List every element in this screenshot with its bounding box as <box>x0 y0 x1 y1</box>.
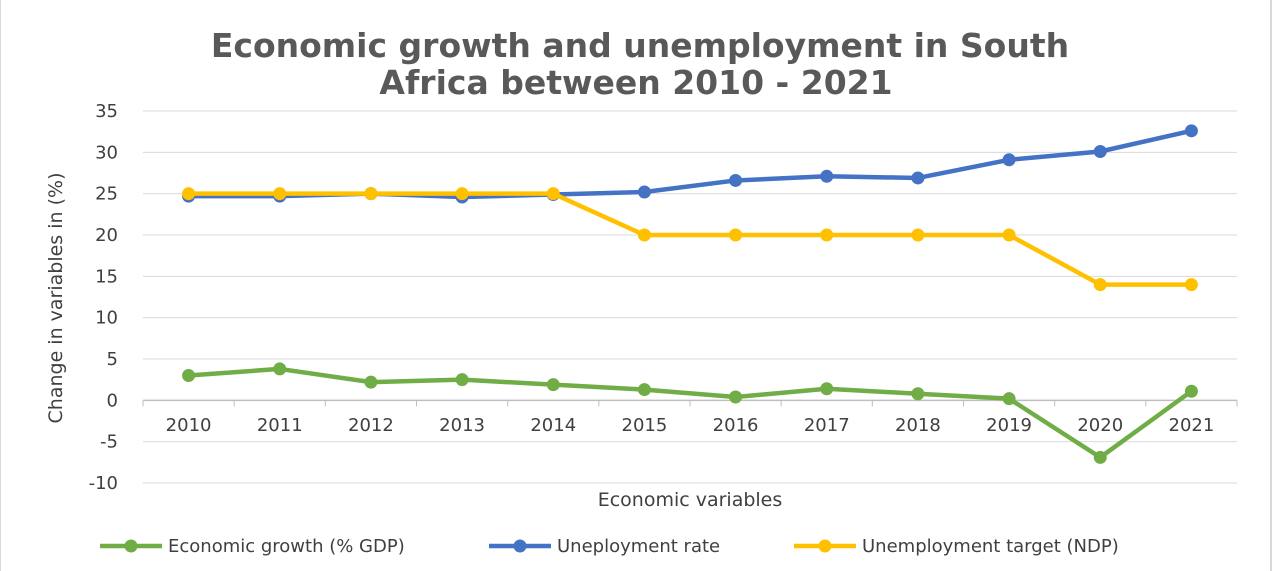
unemployment-target-point <box>546 187 560 201</box>
unemployment-target-point <box>1184 278 1198 292</box>
legend-label: Unemployment target (NDP) <box>862 536 1119 557</box>
y-axis-label: Change in variables in (%) <box>45 173 67 424</box>
economic-growth-point <box>911 387 925 401</box>
legend-label: Economic growth (% GDP) <box>168 536 405 557</box>
unemployment-target-point <box>364 187 378 201</box>
x-axis-label: Economic variables <box>598 489 783 511</box>
unemployment-rate-point <box>1184 124 1198 138</box>
chart-title-line-1: Economic growth and unemployment in Sout… <box>211 26 1069 65</box>
economic-growth-point <box>182 369 196 383</box>
y-tick-label: 5 <box>107 349 118 370</box>
x-tick-label: 2018 <box>895 415 941 436</box>
economic-growth-point <box>1093 450 1107 464</box>
economic-growth-point <box>273 362 287 376</box>
legend-item-unemployment-target: Unemployment target (NDP) <box>794 536 1119 557</box>
legend-swatch-marker <box>818 539 832 553</box>
economic-growth-point <box>1002 392 1016 406</box>
series-economic-growth <box>182 362 1198 464</box>
legend-swatch-marker <box>124 539 138 553</box>
unemployment-target-point <box>729 228 743 242</box>
x-tick-label: 2020 <box>1077 415 1123 436</box>
x-tick-label: 2012 <box>348 415 394 436</box>
y-axis-ticks: -10 -5 0 5 10 15 20 25 30 35 <box>89 101 118 494</box>
unemployment-rate-point <box>820 169 834 183</box>
x-tick-label: 2010 <box>166 415 212 436</box>
y-tick-label: 0 <box>107 390 118 411</box>
unemployment-target-point <box>1093 278 1107 292</box>
economic-growth-point <box>1184 384 1198 398</box>
economic-growth-point <box>820 382 834 396</box>
y-tick-label: 15 <box>95 266 118 287</box>
chart-title-line-2: Africa between 2010 - 2021 <box>379 63 892 102</box>
x-axis-ticks: 2010 2011 2012 2013 2014 2015 2016 2017 2018 2019… <box>142 400 1238 436</box>
x-tick-label: 2016 <box>713 415 759 436</box>
unemployment-target-line <box>186 191 1194 287</box>
legend-item-economic-growth: Economic growth (% GDP) <box>100 536 405 557</box>
unemployment-target-point <box>911 228 925 242</box>
economic-growth-point <box>637 383 651 397</box>
y-tick-label: 30 <box>95 142 118 163</box>
legend-swatch-marker <box>513 539 527 553</box>
y-tick-label: -10 <box>89 473 118 494</box>
unemployment-target-point <box>637 228 651 242</box>
unemployment-rate-point <box>1002 153 1016 167</box>
y-tick-label: -5 <box>100 432 118 453</box>
x-tick-label: 2021 <box>1169 415 1215 436</box>
y-tick-label: 35 <box>95 101 118 122</box>
x-tick-label: 2019 <box>986 415 1032 436</box>
unemployment-target-point <box>455 187 469 201</box>
economic-growth-point <box>364 375 378 389</box>
unemployment-target-point <box>1002 228 1016 242</box>
series-unemployment-target <box>182 187 1198 292</box>
y-tick-label: 10 <box>95 308 118 329</box>
legend-item-unemployment-rate: Uneployment rate <box>489 536 720 557</box>
unemployment-rate-point <box>911 171 925 185</box>
economic-growth-point <box>455 373 469 387</box>
series <box>182 124 1198 464</box>
unemployment-rate-point <box>1093 145 1107 159</box>
unemployment-target-point <box>182 187 196 201</box>
x-tick-label: 2013 <box>439 415 485 436</box>
x-tick-label: 2015 <box>622 415 668 436</box>
unemployment-rate-point <box>637 185 651 199</box>
unemployment-target-point <box>273 187 287 201</box>
unemployment-target-point <box>820 228 834 242</box>
x-tick-label: 2011 <box>257 415 303 436</box>
unemployment-rate-point <box>729 173 743 187</box>
y-tick-label: 25 <box>95 184 118 205</box>
economic-growth-point <box>729 390 743 404</box>
x-tick-label: 2014 <box>530 415 576 436</box>
x-tick-label: 2017 <box>804 415 850 436</box>
legend: Economic growth (% GDP) Uneployment rate U… <box>100 536 1119 557</box>
economic-growth-line <box>186 366 1194 460</box>
y-tick-label: 20 <box>95 225 118 246</box>
legend-label: Uneployment rate <box>557 536 720 557</box>
economic-growth-point <box>546 378 560 392</box>
